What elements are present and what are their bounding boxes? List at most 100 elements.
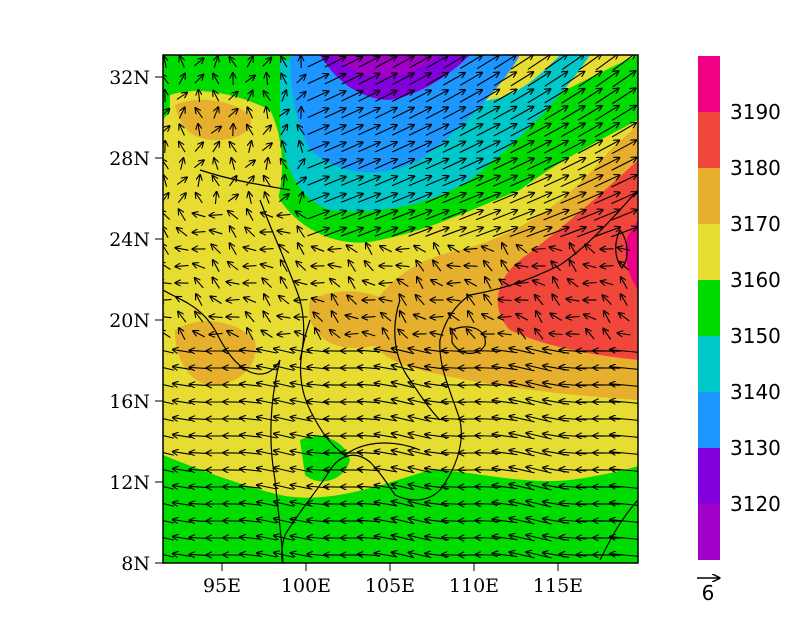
wind-vector	[180, 125, 186, 136]
wind-vector	[227, 195, 238, 202]
wind-vector	[561, 106, 584, 121]
wind-vector	[363, 317, 376, 318]
wind-vector	[526, 382, 552, 389]
wind-vector	[230, 57, 237, 68]
wind-vector	[227, 282, 240, 284]
wind-vector	[509, 228, 534, 238]
wind-vector	[163, 553, 174, 558]
wind-vector	[459, 159, 483, 170]
wind-vector	[610, 520, 638, 523]
lat-label-8n: 8N	[121, 553, 150, 575]
wind-vector	[567, 334, 580, 335]
wind-vector	[595, 106, 618, 121]
wind-vector	[164, 56, 167, 69]
wind-vector	[604, 311, 611, 324]
wind-vector	[611, 192, 636, 205]
wind-vector	[358, 142, 379, 153]
wind-vector	[449, 246, 460, 253]
wind-vector	[408, 159, 431, 170]
wind-vector	[176, 93, 187, 100]
wind-vector	[612, 55, 635, 71]
wind-vector	[262, 331, 273, 338]
wind-vector	[593, 227, 620, 238]
wind-vector	[442, 73, 465, 86]
wind-vector	[550, 247, 563, 251]
wind-vector	[246, 312, 255, 323]
wind-vector	[324, 160, 345, 169]
wind-vector	[475, 193, 500, 204]
wind-vector	[374, 125, 397, 136]
wind-vector	[341, 74, 363, 85]
wind-vector	[467, 329, 476, 340]
wind-vector	[475, 228, 500, 237]
wind-vector	[510, 107, 534, 120]
lat-label-12n: 12N	[109, 472, 150, 494]
wind-vector	[173, 367, 192, 370]
wind-vector	[493, 55, 516, 70]
wind-vector	[594, 175, 620, 188]
wind-vector	[330, 279, 341, 288]
lon-axis: 95E 100E 105E 110E 115E	[203, 563, 583, 597]
wind-vector	[595, 71, 619, 88]
wind-vector	[442, 90, 465, 103]
wind-vector	[228, 262, 239, 271]
wind-vector	[431, 333, 444, 336]
wind-vector	[459, 210, 482, 221]
wind-vector	[176, 177, 187, 186]
wind-vector	[329, 265, 342, 268]
wind-vector	[264, 91, 271, 102]
wind-vector	[281, 260, 288, 272]
wind-vector	[374, 211, 397, 220]
wind-vector	[414, 315, 427, 320]
wind-vector	[392, 91, 413, 102]
wind-vector	[584, 315, 597, 321]
wind-vector	[173, 452, 192, 455]
wind-vector	[281, 277, 288, 289]
wind-vector	[493, 90, 516, 103]
wind-vector	[307, 211, 328, 220]
wind-vector	[190, 350, 209, 351]
colorbar-swatch-above-3190	[698, 56, 720, 112]
wind-vector	[584, 264, 597, 267]
wind-vector	[278, 316, 291, 318]
wind-vector	[163, 299, 172, 300]
wind-vector	[244, 298, 257, 303]
wind-vector	[296, 75, 306, 84]
wind-vector	[502, 243, 509, 255]
wind-vector	[244, 160, 255, 169]
wind-vector	[400, 311, 407, 323]
wind-vector	[247, 209, 254, 221]
wind-vector	[298, 125, 305, 136]
lon-label-95e: 95E	[203, 575, 241, 597]
wind-vector	[358, 57, 380, 68]
wind-vector	[610, 350, 638, 353]
wind-vector	[577, 227, 603, 238]
wind-vector	[190, 554, 209, 555]
wind-vector	[213, 278, 220, 289]
wind-vector	[195, 312, 204, 323]
wind-vector	[610, 227, 637, 238]
wind-vector	[262, 126, 271, 135]
wind-vector	[618, 248, 631, 251]
wind-vector	[493, 72, 516, 87]
wind-vector	[578, 106, 601, 121]
wind-vector	[194, 75, 203, 84]
wind-vector	[341, 160, 362, 170]
wind-vector	[193, 331, 206, 338]
wind-vector	[610, 367, 638, 370]
wind-vector	[278, 333, 291, 334]
wind-vector	[509, 210, 534, 221]
wind-vector	[612, 71, 636, 88]
wind-vector	[398, 279, 409, 288]
wind-vector	[211, 297, 222, 304]
colorbar-label-3190: 3190	[730, 100, 781, 124]
wind-vector	[442, 193, 466, 204]
wind-vector	[324, 125, 346, 136]
wind-vector	[375, 56, 397, 69]
coastline-taiwan	[615, 228, 628, 269]
wind-vector	[560, 210, 586, 221]
colorbar-swatch-3120	[698, 448, 720, 504]
wind-vector	[408, 108, 431, 119]
wind-vector	[295, 281, 308, 284]
wind-vector	[279, 296, 290, 305]
